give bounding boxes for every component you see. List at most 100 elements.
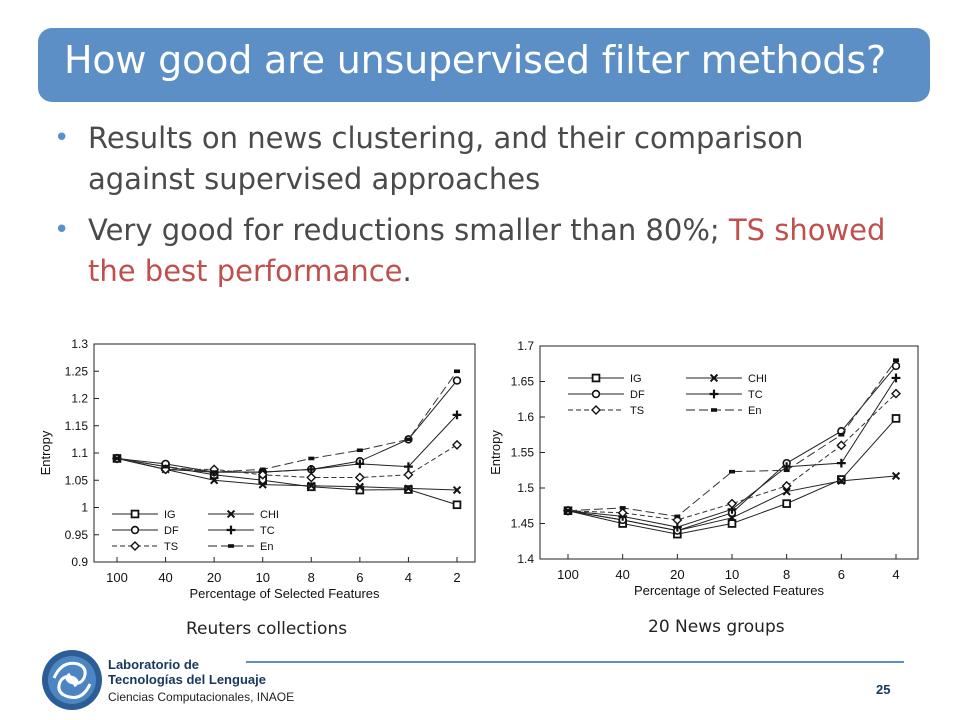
chart1-x-tick-label: 4 xyxy=(892,567,899,582)
chart1-data-point xyxy=(837,475,846,484)
chart1-x-tick-label: 100 xyxy=(557,567,579,582)
chart0-data-point xyxy=(306,464,316,474)
chart0-data-point xyxy=(355,482,364,491)
chart0-x-tick-label: 8 xyxy=(308,570,315,585)
chart-20newsgroups-svg: 1.4 1.45 1.5 1.55 1.6 1.65 1.7 100 40 20 10 8 6 4 Perc… xyxy=(488,339,919,598)
chart0-x-tick-label: 2 xyxy=(453,570,460,585)
chart1-data-point xyxy=(565,508,571,513)
chart0-legend-label: CHI xyxy=(260,509,279,521)
chart0-legend-label: IG xyxy=(164,509,176,521)
chart1-data-point xyxy=(891,414,901,423)
chart0-data-point xyxy=(452,376,462,385)
chart1-y-axis-label: Entropy xyxy=(488,430,503,475)
chart1-y-tick-label: 1.6 xyxy=(517,410,534,424)
chart1-legend: IG CHI DF TC TS En xyxy=(568,373,767,417)
chart0-x-tick-label: 4 xyxy=(405,570,412,585)
chart1-legend-marker xyxy=(711,408,717,412)
lab-affiliation: Ciencias Computacionales, INAOE xyxy=(108,690,295,704)
chart0-legend-marker xyxy=(226,509,236,519)
chart1-data-point xyxy=(729,469,735,474)
chart1-legend-marker xyxy=(591,389,601,399)
chart0-legend-marker xyxy=(130,525,140,535)
bullet-highlight: TS showed the best performance xyxy=(88,213,886,288)
chart0-data-point xyxy=(114,456,120,461)
chart1-data-point xyxy=(891,388,901,399)
chart0-y-tick-label: 1.05 xyxy=(65,473,89,487)
chart0-x-tick-label: 100 xyxy=(106,570,128,585)
chart1-legend-marker xyxy=(709,389,719,399)
chart1-series-en xyxy=(565,358,899,519)
chart1-y-tick-label: 1.45 xyxy=(511,517,535,531)
chart1-data-point xyxy=(782,487,791,496)
chart0-data-point xyxy=(257,469,268,480)
chart1-y-tick-label: 1.55 xyxy=(511,446,535,460)
chart1-y-tick-label: 1.5 xyxy=(517,481,534,495)
chart1-data-point xyxy=(837,476,846,486)
chart0-legend: IG CHI DF TC TS En xyxy=(112,509,279,553)
chart0-data-point xyxy=(258,480,267,489)
page-number: 25 xyxy=(876,682,891,697)
chart0-y-tick-label: 1.3 xyxy=(71,337,88,351)
chart0-x-tick-label: 20 xyxy=(207,570,221,585)
title-bar: How good are unsupervised filter methods… xyxy=(38,28,930,102)
chart1-y-tick-label: 1.4 xyxy=(517,552,534,566)
chart1-data-point xyxy=(727,498,737,509)
chart0-data-point xyxy=(404,484,413,493)
chart1-data-point xyxy=(836,458,846,468)
chart0-legend-marker xyxy=(130,509,140,519)
chart0-data-point xyxy=(403,469,414,480)
chart0-data-point xyxy=(452,485,462,495)
chart1-data-point xyxy=(782,499,791,508)
chart0-series-line xyxy=(116,457,458,491)
chart1-x-tick-label: 6 xyxy=(838,567,845,582)
chart1-data-point xyxy=(619,506,626,510)
chart0-legend-marker xyxy=(130,541,140,551)
lab-logo-icon xyxy=(42,650,102,710)
lab-name: Laboratorio de Tecnologías del Lenguaje xyxy=(108,657,266,687)
chart-reuters-svg: 0.9 0.95 1 1.05 1.1 1.15 1.2 1.25 1.3 100 40 20 10 8 6… xyxy=(38,337,476,601)
bullet-item-2: • Very good for reductions smaller than … xyxy=(52,210,912,292)
chart0-legend-label: DF xyxy=(164,525,179,537)
chart1-legend-label: TS xyxy=(630,405,644,417)
chart1-legend-marker xyxy=(591,373,601,383)
chart1-data-point xyxy=(891,361,901,371)
chart0-legend-marker xyxy=(226,525,236,535)
chart1-y-tick-label: 1.7 xyxy=(517,339,534,353)
bullet-text: Results on news clustering, and their co… xyxy=(88,121,804,196)
chart0-y-tick-label: 0.95 xyxy=(65,528,89,542)
chart1-x-tick-label: 10 xyxy=(725,567,739,582)
chart0-data-point xyxy=(306,472,317,483)
chart0-legend-label: En xyxy=(260,541,273,553)
chart0-plot-area xyxy=(93,343,476,563)
chart0-data-point xyxy=(405,437,412,442)
chart1-legend-label: DF xyxy=(630,389,645,401)
chart1-data-point xyxy=(836,440,847,451)
chart1-data-point xyxy=(838,432,845,437)
chart0-data-point xyxy=(355,459,365,469)
slide-title: How good are unsupervised filter methods… xyxy=(64,38,886,82)
lab-name-line1: Laboratorio de xyxy=(108,657,200,672)
chart1-data-point xyxy=(727,519,737,528)
chart0-data-point xyxy=(452,439,462,450)
chart0-data-point xyxy=(354,472,365,483)
chart0-y-axis-label: Entropy xyxy=(38,430,53,475)
chart0-data-point xyxy=(454,369,460,374)
bullet-dot-icon: • xyxy=(54,215,70,245)
chart0-legend-marker xyxy=(228,544,234,548)
chart1-data-point xyxy=(781,480,792,491)
chart0-x-axis-label: Percentage of Selected Features xyxy=(189,586,380,601)
chart0-y-tick-label: 1.25 xyxy=(65,364,89,378)
chart0-y-tick-label: 0.9 xyxy=(71,555,88,569)
chart0-data-point xyxy=(404,462,413,472)
chart0-data-point xyxy=(210,476,219,485)
chart1-y-tick-label: 1.65 xyxy=(511,375,535,389)
chart0-data-point xyxy=(452,410,462,420)
chart1-data-point xyxy=(891,373,901,383)
chart1-series-ts xyxy=(563,388,901,525)
chart1-legend-label: En xyxy=(748,405,761,417)
chart0-data-point xyxy=(259,467,266,472)
chart0-data-point xyxy=(162,464,169,469)
chart1-x-axis-label: Percentage of Selected Features xyxy=(634,583,825,598)
chart1-legend-label: IG xyxy=(630,373,642,385)
chart1-data-point xyxy=(783,468,790,473)
